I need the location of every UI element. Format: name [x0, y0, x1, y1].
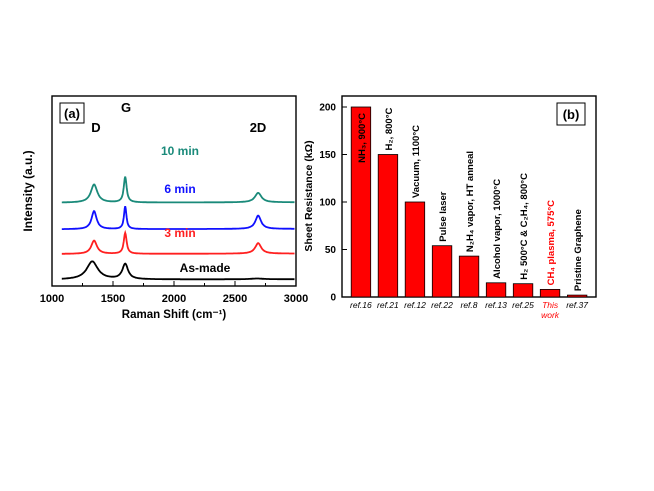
- category-label-ref-21: ref.21: [377, 300, 399, 310]
- raman-spectra-panel: (a) D G 2D Intensity (a.u.) Raman Shift …: [21, 95, 308, 321]
- bar-ref-21: [377, 154, 399, 298]
- series-labels: As-made 3 min 6 min 10 min: [161, 144, 231, 275]
- x-tick-label-1000: 1000: [40, 293, 64, 305]
- series-label-3-min: 3 min: [164, 226, 195, 240]
- peak-label-2d: 2D: [250, 120, 267, 135]
- bar-annotation-this-work: CH₄ plasma, 575°C: [546, 200, 557, 286]
- bar-annotation-ref-12: Vacuum, 1100°C: [411, 125, 422, 198]
- bar-annotation-ref-21: H₂, 800°C: [384, 107, 395, 150]
- bar-ref-13: [485, 282, 507, 298]
- y-tick-label-100: 100: [319, 198, 336, 209]
- bar-ref-16: [350, 106, 372, 298]
- category-label-ref-25: ref.25: [512, 300, 534, 310]
- bar-annotation-ref-22: Pulse laser: [438, 191, 449, 241]
- bar-ref-12: [404, 201, 426, 298]
- series-label-as-made: As-made: [180, 261, 231, 275]
- bar-annotation-ref-8: N₂H₄ vapor, HT anneal: [465, 151, 476, 252]
- x-tick-label-2500: 2500: [223, 293, 247, 305]
- series-label-6-min: 6 min: [164, 182, 195, 196]
- x-tick-label-3000: 3000: [284, 293, 308, 305]
- sheet-resistance-panel: (b) Sheet Resistance (kΩ) 0 50 100 150 200 r…: [303, 95, 597, 320]
- bar-ref-8: [458, 255, 480, 298]
- y-tick-label-50: 50: [325, 245, 337, 256]
- bar-annotation-ref-16: NH₃, 900°C: [357, 113, 368, 163]
- category-label-this-work: This work: [541, 300, 560, 320]
- series-label-10-min: 10 min: [161, 144, 199, 158]
- panel-b-label-box: [556, 102, 586, 126]
- x-tick-label-1500: 1500: [101, 293, 125, 305]
- y-tick-label-0: 0: [330, 293, 336, 304]
- category-label-ref-12: ref.12: [404, 300, 426, 310]
- y-axis-label: Sheet Resistance (kΩ): [303, 140, 315, 251]
- spectrum-line-as-made: [61, 260, 295, 281]
- category-label-ref-22: ref.22: [431, 300, 453, 310]
- panel-a-label-box: [59, 102, 85, 124]
- y-axis-ticks: 0 50 100 150 200: [319, 103, 347, 304]
- peak-label-g: G: [121, 100, 131, 115]
- spectra-lines: [61, 176, 295, 281]
- bar-ref-37: [567, 294, 588, 298]
- category-label-ref-13: ref.13: [485, 300, 507, 310]
- y-tick-label-200: 200: [319, 103, 336, 114]
- x-axis-ticks: 1000 1500 2000 2500 3000: [40, 281, 308, 305]
- bars: [350, 106, 588, 298]
- category-labels: ref.16 ref.21 ref.12 ref.22 ref.8 ref.13 ref.2…: [350, 300, 588, 320]
- panel-b-label: (b): [563, 107, 580, 122]
- bar-this-work: [539, 288, 561, 298]
- bar-ref-22: [431, 245, 453, 298]
- spectrum-line-3-min: [61, 229, 295, 255]
- x-axis-label: Raman Shift (cm⁻¹): [122, 309, 227, 321]
- panel-a-label: (a): [64, 106, 80, 121]
- category-label-ref-8: ref.8: [460, 300, 477, 310]
- spectrum-line-10-min: [61, 176, 295, 204]
- bar-annotation-ref-13: Alcohol vapor, 1000°C: [492, 179, 503, 279]
- y-axis-label: Intensity (a.u.): [21, 150, 35, 231]
- bar-annotation-ref-25: H₂ 500°C & C₂H₄, 800°C: [519, 173, 530, 280]
- category-label-ref-16: ref.16: [350, 300, 372, 310]
- bar-ref-25: [512, 283, 534, 298]
- x-tick-label-2000: 2000: [162, 293, 186, 305]
- category-label-ref-37: ref.37: [566, 300, 588, 310]
- peak-label-d: D: [91, 120, 100, 135]
- bar-annotations: NH₃, 900°C H₂, 800°C Vacuum, 1100°C Pulse l…: [357, 107, 584, 291]
- bar-annotation-ref-37: Pristine Graphene: [573, 209, 584, 291]
- spectrum-line-6-min: [61, 206, 295, 230]
- y-tick-label-150: 150: [319, 150, 336, 161]
